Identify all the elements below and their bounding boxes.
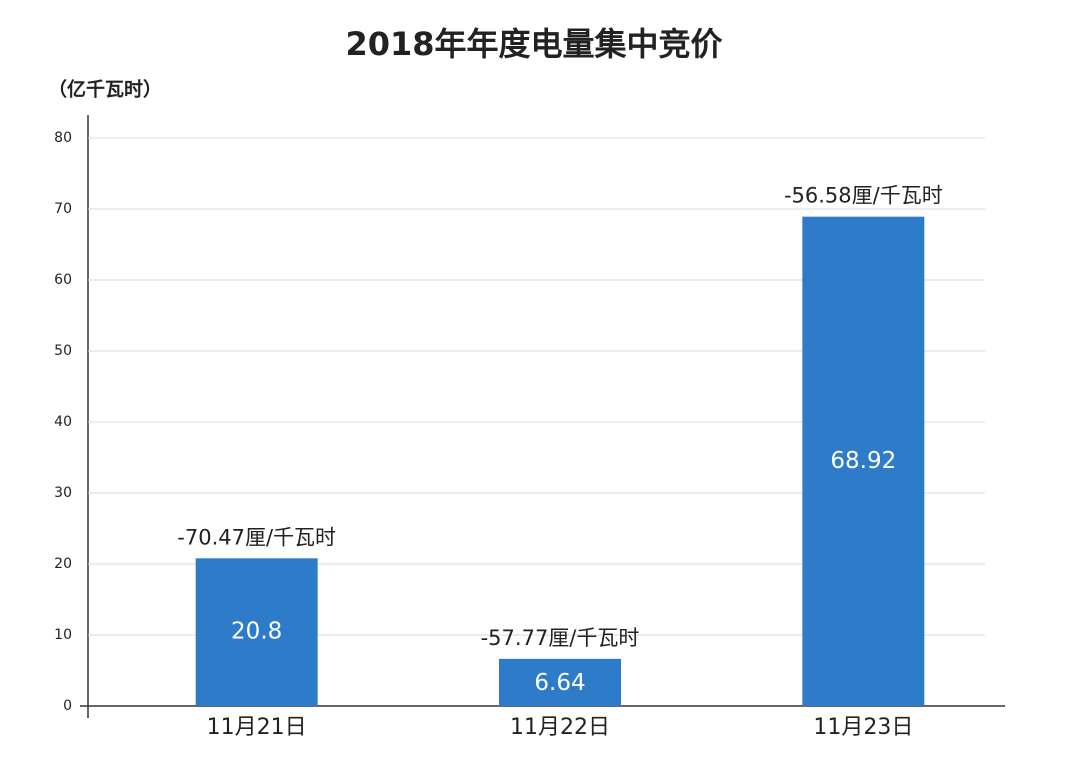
annotation: -56.58厘/千瓦时 <box>784 184 943 208</box>
y-tick-label: 20 <box>54 556 72 572</box>
value-label: 20.8 <box>231 619 282 645</box>
y-tick-label: 80 <box>54 130 72 146</box>
x-tick-label: 11月22日 <box>510 715 610 740</box>
annotation: -70.47厘/千瓦时 <box>177 525 336 549</box>
y-tick-label: 50 <box>54 343 72 359</box>
chart-title: 2018年年度电量集中竞价 <box>345 25 722 63</box>
value-label: 6.64 <box>534 670 585 696</box>
x-tick-label: 11月21日 <box>207 715 307 740</box>
y-tick-label: 40 <box>54 414 72 430</box>
x-tick-label: 11月23日 <box>813 715 913 740</box>
bar <box>802 216 925 706</box>
y-axis-label: （亿千瓦时） <box>48 78 162 101</box>
y-tick-label: 10 <box>54 627 72 643</box>
y-tick-label: 30 <box>54 485 72 501</box>
bar <box>195 558 318 706</box>
y-tick-label: 60 <box>54 272 72 288</box>
value-label: 68.92 <box>830 448 896 474</box>
bar <box>499 658 621 706</box>
annotation: -57.77厘/千瓦时 <box>481 626 640 650</box>
y-tick-label: 0 <box>63 698 72 714</box>
y-tick-label: 70 <box>54 201 72 217</box>
